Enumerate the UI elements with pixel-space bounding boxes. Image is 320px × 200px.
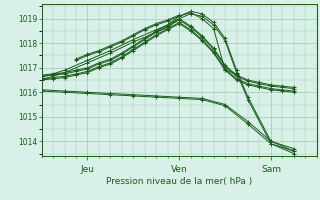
- X-axis label: Pression niveau de la mer( hPa ): Pression niveau de la mer( hPa ): [106, 177, 252, 186]
